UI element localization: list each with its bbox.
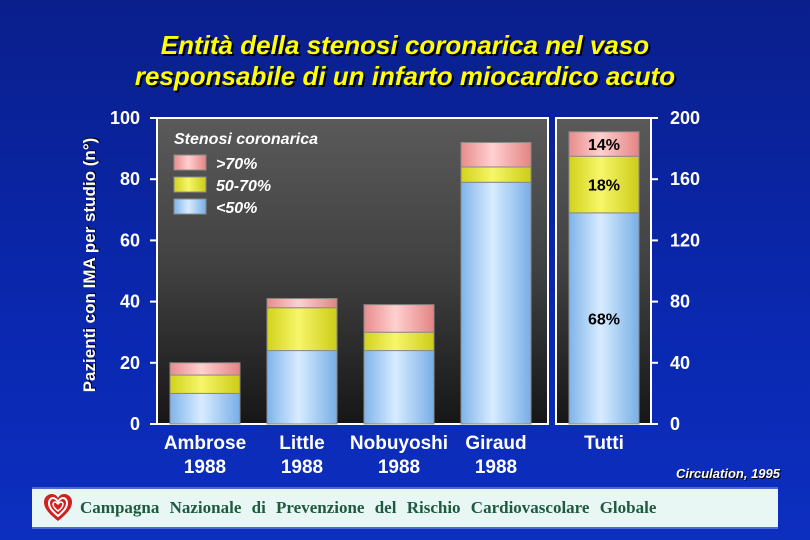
bar-segment-label: 18%: [588, 178, 620, 195]
y-tick-label: 100: [110, 108, 140, 128]
bar-segment: [363, 350, 435, 425]
bar-segment: [568, 131, 640, 157]
category-label: 1988: [475, 457, 517, 478]
bar-segment: [568, 212, 640, 425]
heart-logo-icon: [44, 494, 72, 521]
legend-label: >70%: [216, 156, 257, 173]
category-label: Nobuyoshi: [350, 433, 448, 454]
bar-segment: [169, 374, 241, 394]
legend-title: Stenosi coronarica: [174, 131, 318, 148]
bar-segment: [266, 350, 338, 425]
bar-segment: [568, 155, 640, 214]
y-tick-label: 20: [120, 353, 140, 373]
bar-segment: [460, 166, 532, 183]
bar-segment: [169, 362, 241, 376]
y-tick-label: 120: [670, 230, 700, 250]
bar-segment: [363, 304, 435, 333]
footer-text: Campagna Nazionale di Prevenzione del Ri…: [80, 498, 657, 517]
y-tick-label: 60: [120, 230, 140, 250]
legend-label: 50-70%: [216, 178, 271, 195]
bar-segment-label: 14%: [588, 137, 620, 154]
legend-swatch: [173, 176, 207, 193]
bar-segment: [169, 392, 241, 425]
legend-swatch: [173, 154, 207, 171]
bar-segment: [266, 307, 338, 352]
legend-swatch: [173, 198, 207, 215]
legend-label: <50%: [216, 200, 257, 217]
y-tick-label: 80: [120, 169, 140, 189]
category-label: Giraud: [465, 433, 526, 454]
bar-segment: [363, 331, 435, 352]
category-label: Tutti: [584, 433, 624, 454]
footer-banner: Campagna Nazionale di Prevenzione del Ri…: [32, 487, 778, 529]
y-tick-label: 160: [670, 169, 700, 189]
y-tick-label: 0: [130, 414, 140, 434]
bar-segment: [266, 298, 338, 309]
source-citation: Circulation, 1995: [675, 466, 780, 481]
bar-segment: [460, 181, 532, 425]
category-label: 1988: [281, 457, 323, 478]
title-line-1: Entità della stenosi coronarica nel vaso: [160, 30, 650, 60]
chart-title: Entità della stenosi coronarica nel vaso…: [0, 30, 810, 92]
y-tick-label: 40: [120, 292, 140, 312]
title-line-2: responsabile di un infarto miocardico ac…: [134, 61, 676, 91]
y-tick-label: 0: [670, 414, 680, 434]
y-tick-label: 80: [670, 292, 690, 312]
bar-segment-label: 68%: [588, 311, 620, 328]
category-label: 1988: [378, 457, 420, 478]
y-tick-label: 200: [670, 108, 700, 128]
category-label: Ambrose: [164, 433, 246, 454]
category-label: Little: [279, 433, 324, 454]
y-tick-label: 40: [670, 353, 690, 373]
bar-segment: [460, 141, 532, 168]
category-label: 1988: [184, 457, 226, 478]
